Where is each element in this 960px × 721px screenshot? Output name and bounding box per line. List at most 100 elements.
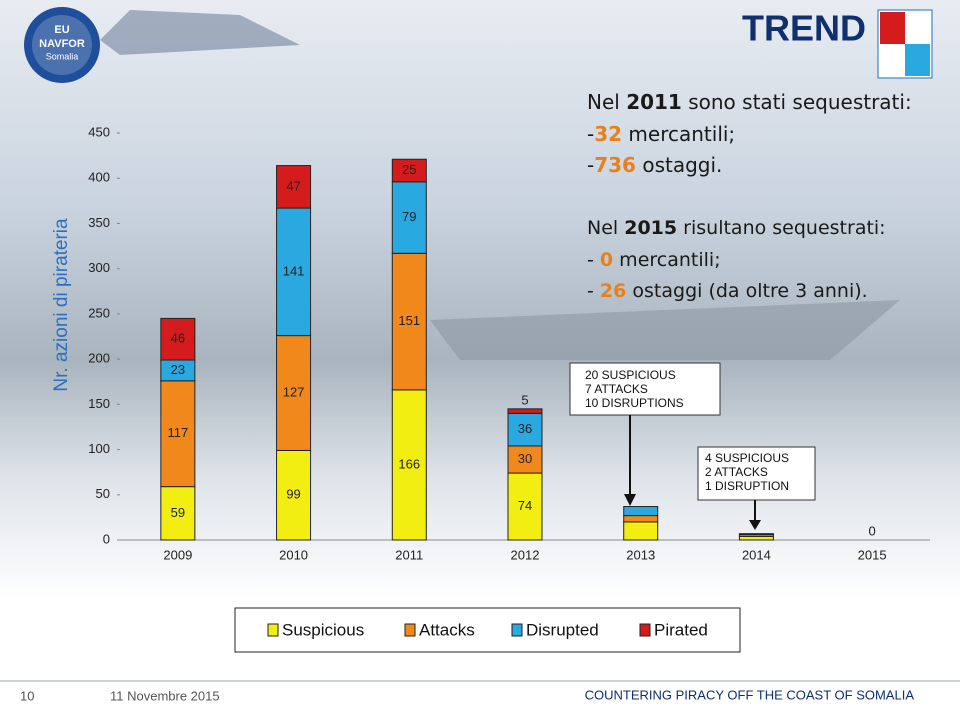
note-segment: Nel — [587, 217, 624, 239]
data-label: 0 — [869, 523, 876, 538]
footer-text: COUNTERING PIRACY OFF THE COAST OF SOMAL… — [585, 687, 915, 702]
data-label: 141 — [283, 263, 305, 278]
note-line: Nel 2015 risultano sequestrati: — [587, 217, 886, 239]
bar-segment — [738, 535, 774, 541]
y-tick-label: 400 — [88, 170, 110, 185]
data-label: 30 — [518, 451, 532, 466]
ship-silhouette — [430, 300, 900, 360]
arrowhead — [624, 494, 636, 506]
logo — [24, 7, 100, 83]
callout-text: 10 DISRUPTIONS — [585, 396, 684, 410]
y-tick-label: 300 — [88, 260, 110, 275]
data-label: 99 — [286, 487, 300, 502]
legend-label: Pirated — [654, 620, 708, 639]
data-label: 25 — [402, 162, 416, 177]
y-tick-label: 450 — [88, 124, 110, 139]
bar-segment — [391, 158, 427, 183]
callout-text: 4 SUSPICIOUS — [705, 451, 789, 465]
data-label: 47 — [286, 178, 300, 193]
note-segment: - — [587, 153, 594, 177]
data-label: 46 — [171, 331, 185, 346]
data-label: 36 — [518, 421, 532, 436]
y-tick-label: 50 — [96, 486, 110, 501]
bar-segment — [738, 533, 774, 536]
data-label: 74 — [518, 498, 532, 513]
bar-segment — [507, 472, 543, 541]
x-tick-label: 2009 — [163, 547, 192, 562]
y-tick-label: 0 — [103, 531, 110, 546]
data-label: 5 — [521, 392, 528, 407]
bar-segment — [623, 515, 659, 523]
note-segment: - — [587, 249, 600, 271]
callout-text: 7 ATTACKS — [585, 382, 648, 396]
legend-swatch — [267, 623, 279, 637]
logo-text: NAVFOR — [39, 38, 85, 50]
note-segment: 0 — [600, 249, 613, 271]
data-label: 166 — [398, 456, 420, 471]
y-axis-label: Nr. azioni di pirateria — [51, 218, 72, 392]
bar-segment — [391, 389, 427, 541]
legend-swatch — [639, 623, 651, 637]
note-line: - 26 ostaggi (da oltre 3 anni). — [587, 280, 868, 302]
data-label: 117 — [167, 425, 188, 440]
x-tick-label: 2013 — [626, 547, 655, 562]
bar-segment — [160, 317, 196, 361]
emblem-quarter — [905, 44, 930, 76]
note-segment: mercantili; — [622, 122, 735, 146]
y-tick-label: 100 — [88, 441, 110, 456]
y-tick-label: 250 — [88, 305, 110, 320]
callout-text: 2 ATTACKS — [705, 465, 768, 479]
slide-title: TREND — [742, 8, 866, 49]
data-label: 79 — [402, 209, 416, 224]
note-segment: ostaggi (da oltre 3 anni). — [626, 280, 867, 302]
legend-label: Suspicious — [282, 620, 364, 639]
legend-swatch — [404, 623, 416, 637]
note-segment: ostaggi. — [636, 153, 722, 177]
bar-segment — [160, 486, 196, 541]
x-tick-label: 2014 — [742, 547, 771, 562]
note-segment: 736 — [594, 153, 636, 177]
data-label: 23 — [171, 362, 185, 377]
x-tick-label: 2010 — [279, 547, 308, 562]
logo-text: EU — [54, 24, 69, 36]
note-segment: 26 — [600, 280, 626, 302]
legend-label: Attacks — [419, 620, 475, 639]
note-line: -32 mercantili; — [587, 122, 735, 146]
callout-text: 20 SUSPICIOUS — [585, 368, 676, 382]
bar-segment — [507, 412, 543, 447]
logo-text: Somalia — [46, 51, 79, 61]
note-segment: - — [587, 280, 600, 302]
y-tick-label: 350 — [88, 215, 110, 230]
arrowhead — [749, 520, 761, 530]
callout-text: 1 DISRUPTION — [705, 479, 789, 493]
data-label: 151 — [398, 313, 420, 328]
logo-ring — [32, 15, 92, 75]
bar-segment — [160, 380, 196, 488]
note-line: - 0 mercantili; — [587, 249, 721, 271]
note-segment: 2011 — [626, 90, 682, 114]
note-segment: 2015 — [624, 217, 677, 239]
note-line: -736 ostaggi. — [587, 153, 722, 177]
header-ship — [100, 10, 300, 55]
bar-segment — [276, 449, 312, 541]
legend-box — [234, 607, 741, 653]
x-tick-label: 2012 — [511, 547, 540, 562]
y-tick-label: 200 — [88, 351, 110, 366]
emblem-quarter — [880, 12, 905, 44]
y-tick-label: 150 — [88, 396, 110, 411]
note-line: Nel 2011 sono stati sequestrati: — [587, 90, 912, 114]
note-segment: risultano sequestrati: — [677, 217, 885, 239]
bar-segment — [507, 445, 543, 474]
note-segment: sono stati sequestrati: — [682, 90, 912, 114]
data-label: 127 — [283, 384, 305, 399]
callout-box — [697, 446, 816, 501]
legend-swatch — [511, 623, 523, 637]
callout-box — [569, 362, 721, 416]
note-segment: - — [587, 122, 594, 146]
bar-segment — [623, 506, 659, 517]
x-tick-label: 2011 — [395, 547, 423, 562]
data-label: 59 — [171, 505, 185, 520]
footer-date: 11 Novembre 2015 — [110, 688, 220, 703]
